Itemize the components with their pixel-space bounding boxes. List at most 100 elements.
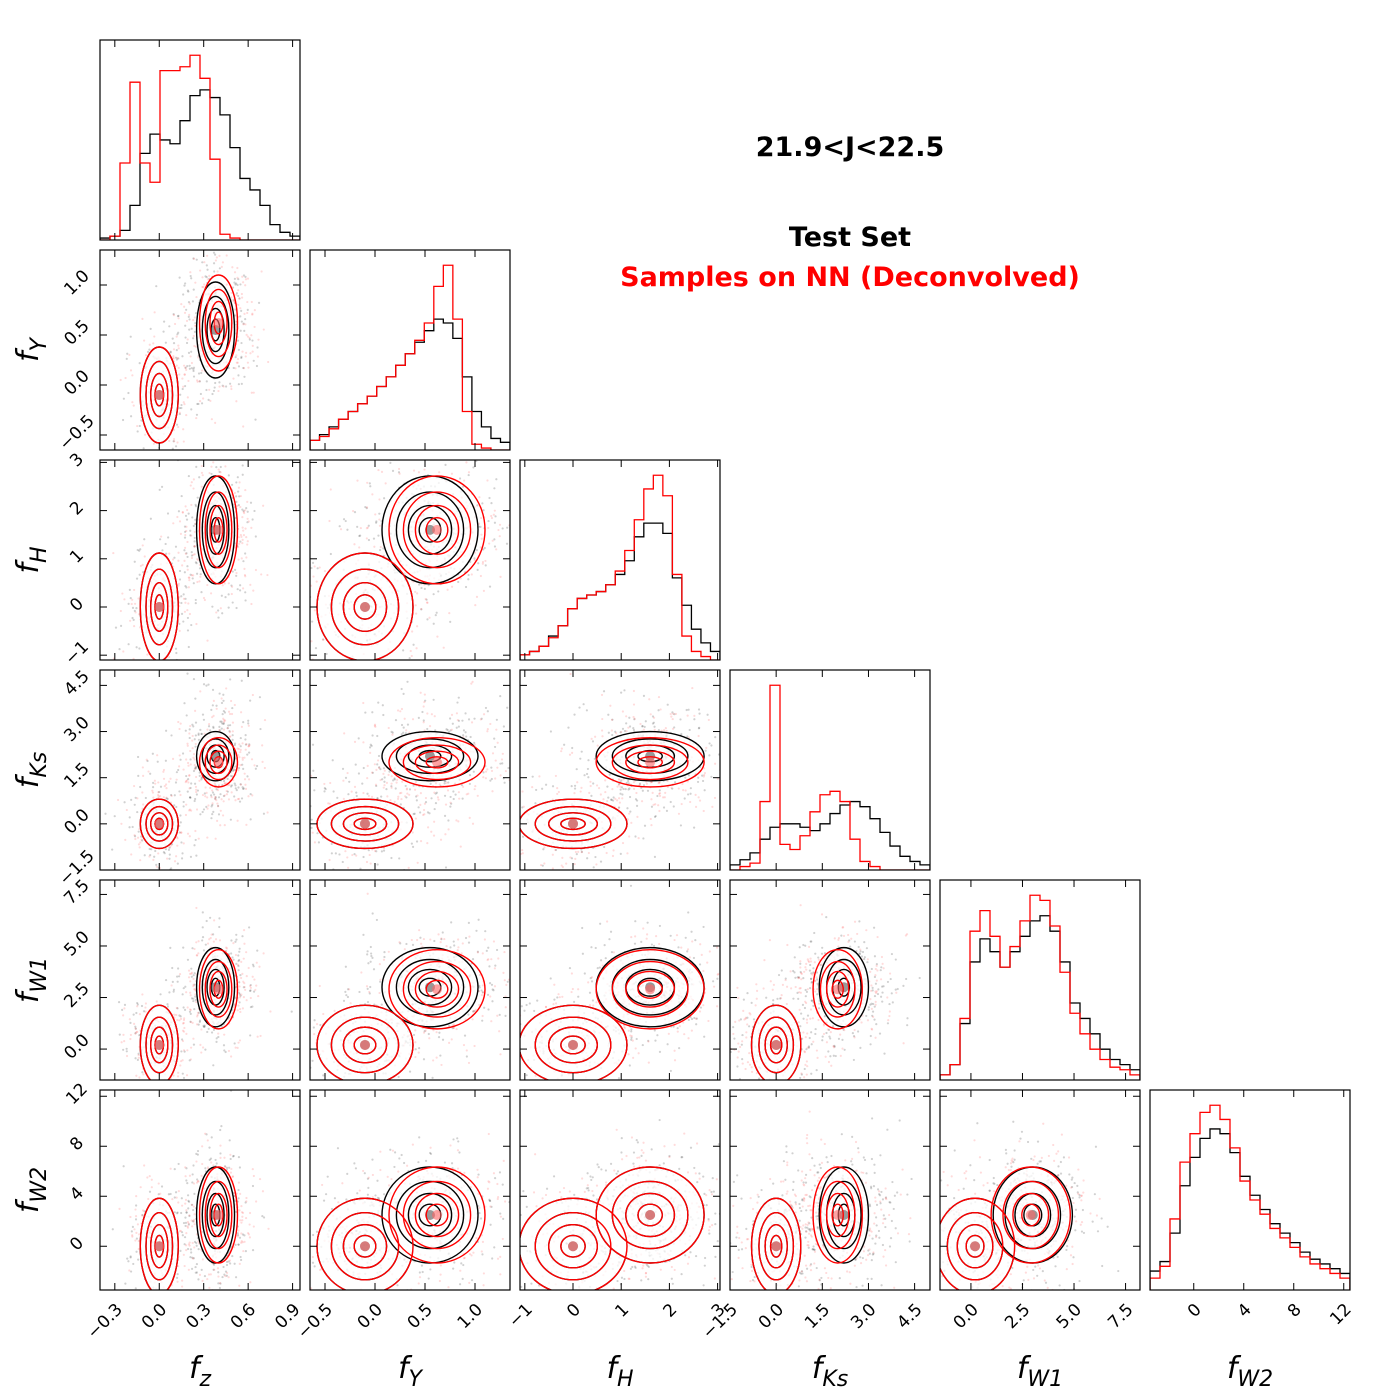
scatter-point xyxy=(493,509,496,512)
contour-samples xyxy=(342,581,388,632)
scatter-point xyxy=(628,835,631,838)
scatter-point xyxy=(193,536,196,540)
scatter-point xyxy=(186,568,189,571)
scatter-point xyxy=(174,452,176,454)
scatter-point xyxy=(236,798,240,801)
contour-test xyxy=(381,730,479,782)
scatter-point xyxy=(178,520,182,523)
scatter-point xyxy=(251,312,254,315)
scatter-point xyxy=(212,461,215,464)
scatter-point xyxy=(632,689,636,693)
scatter-point xyxy=(149,517,152,520)
scatter-point xyxy=(149,327,152,330)
scatter-point xyxy=(218,729,221,732)
scatter-point xyxy=(192,368,195,371)
scatter-point xyxy=(190,408,193,411)
scatter-point xyxy=(260,270,263,273)
scatter-point xyxy=(201,261,204,264)
scatter-point xyxy=(139,548,142,551)
scatter-point xyxy=(228,783,231,787)
scatter-point xyxy=(225,687,228,690)
scatter-point xyxy=(245,351,248,354)
scatter-point xyxy=(135,607,138,610)
scatter-point xyxy=(189,534,192,537)
scatter-point xyxy=(632,715,635,719)
scatter-point xyxy=(353,785,357,788)
scatter-point xyxy=(237,797,241,800)
density-peak-samples xyxy=(213,318,224,328)
scatter-point xyxy=(235,293,238,296)
scatter-point xyxy=(378,524,382,527)
scatter-point xyxy=(674,712,678,716)
scatter-point xyxy=(322,638,325,641)
scatter-point xyxy=(471,822,475,825)
scatter-point xyxy=(240,320,243,323)
scatter-point xyxy=(473,557,476,560)
scatter-point xyxy=(432,834,436,837)
scatter-point xyxy=(377,701,380,704)
scatter-point xyxy=(195,793,198,796)
scatter-point xyxy=(180,841,183,844)
scatter-point xyxy=(186,790,189,793)
scatter-point xyxy=(230,712,234,716)
scatter-point xyxy=(140,835,143,838)
histogram-samples-fz xyxy=(100,54,300,240)
scatter-point xyxy=(172,314,176,317)
scatter-point xyxy=(235,221,237,223)
scatter-point xyxy=(166,512,170,515)
scatter-point xyxy=(350,790,353,793)
scatter-point xyxy=(227,582,230,585)
scatter-point xyxy=(694,805,698,808)
scatter-point xyxy=(347,874,349,876)
scatter-point xyxy=(190,481,193,484)
scatter-point xyxy=(174,356,178,359)
scatter-point xyxy=(246,300,249,304)
scatter-point xyxy=(188,313,191,317)
scatter-point xyxy=(230,699,233,703)
scatter-point xyxy=(560,747,563,750)
scatter-point xyxy=(366,526,369,529)
scatter-point xyxy=(193,972,196,975)
scatter-point xyxy=(200,464,203,468)
scatter-point xyxy=(387,773,390,777)
scatter-point xyxy=(239,750,242,754)
scatter-point xyxy=(611,718,614,721)
density-peak-samples xyxy=(154,390,165,400)
density-peak-samples xyxy=(568,818,579,829)
scatter-point xyxy=(217,813,221,816)
scatter-point xyxy=(202,457,204,459)
scatter-point xyxy=(239,540,242,543)
scatter-point xyxy=(574,850,577,854)
scatter-point xyxy=(224,596,227,599)
scatter-point xyxy=(205,791,208,794)
scatter-point xyxy=(182,800,185,804)
scatter-point xyxy=(418,583,421,586)
scatter-point xyxy=(460,783,464,787)
scatter-point xyxy=(194,345,198,348)
scatter-point xyxy=(237,991,241,994)
scatter-point xyxy=(438,471,441,474)
scatter-point xyxy=(543,862,546,865)
scatter-point xyxy=(701,774,704,777)
scatter-point xyxy=(689,792,692,795)
scatter-point xyxy=(191,577,194,580)
scatter-point xyxy=(401,780,404,783)
scatter-point xyxy=(168,325,171,328)
scatter-point xyxy=(182,385,185,388)
scatter-point xyxy=(218,925,221,929)
scatter-point xyxy=(247,724,250,727)
scatter-point xyxy=(680,802,683,806)
scatter-point xyxy=(189,484,192,487)
contour-samples xyxy=(414,750,460,775)
scatter-point xyxy=(136,424,139,428)
scatter-point xyxy=(238,743,241,746)
scatter-point xyxy=(122,650,125,653)
scatter-point xyxy=(201,936,205,939)
scatter-point xyxy=(232,366,235,370)
scatter-point xyxy=(511,824,513,826)
scatter-point xyxy=(606,799,609,803)
scatter-point xyxy=(244,278,248,281)
scatter-point xyxy=(230,584,233,587)
scatter-point xyxy=(186,338,189,341)
contour-test xyxy=(395,491,465,569)
